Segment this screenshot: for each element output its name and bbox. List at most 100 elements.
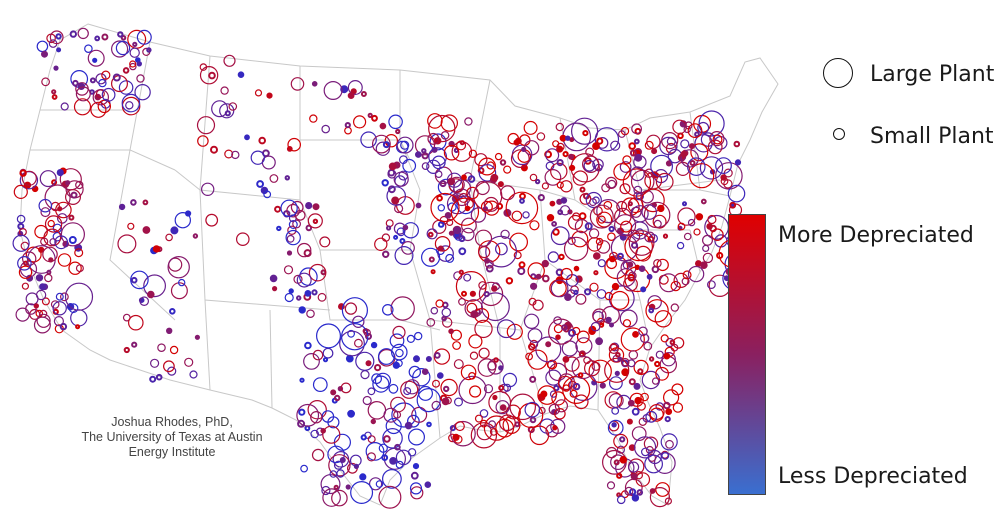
- plant-marker: [56, 169, 64, 177]
- plant-marker: [41, 297, 50, 306]
- plant-marker: [415, 151, 422, 158]
- plant-marker: [662, 389, 680, 406]
- plant-marker: [110, 40, 129, 58]
- plant-marker: [680, 150, 688, 158]
- plant-marker: [299, 377, 305, 383]
- plant-marker: [672, 337, 685, 349]
- plant-marker: [661, 132, 679, 150]
- plant-marker: [654, 360, 661, 368]
- plant-marker: [454, 397, 464, 407]
- plant-marker: [572, 170, 589, 186]
- plant-marker: [552, 425, 558, 431]
- plant-marker: [529, 416, 537, 424]
- plant-marker: [527, 328, 543, 344]
- plant-marker: [733, 140, 741, 148]
- plant-marker: [421, 162, 430, 171]
- plant-marker: [384, 133, 398, 148]
- plant-marker: [53, 316, 65, 327]
- plant-marker: [619, 456, 628, 464]
- plant-marker: [372, 134, 391, 154]
- plant-marker: [500, 185, 516, 201]
- plant-marker: [391, 402, 417, 428]
- plant-marker: [381, 454, 389, 462]
- plant-marker: [443, 385, 450, 393]
- plant-marker: [290, 77, 305, 91]
- plant-marker: [117, 31, 124, 38]
- plant-marker: [296, 295, 302, 301]
- plant-marker: [628, 350, 639, 360]
- plant-marker: [40, 207, 51, 218]
- plant-marker: [498, 384, 505, 391]
- plant-marker: [553, 384, 560, 392]
- plant-marker: [665, 408, 673, 416]
- plant-marker: [49, 30, 64, 45]
- legend-less-label: Less Depreciated: [778, 464, 968, 489]
- plant-marker: [12, 234, 30, 252]
- plant-marker: [513, 251, 522, 260]
- plant-marker: [370, 418, 376, 425]
- plant-marker: [553, 324, 563, 334]
- plant-marker: [433, 352, 441, 359]
- plant-marker: [609, 322, 614, 328]
- plant-marker: [484, 259, 494, 269]
- plant-marker: [437, 204, 445, 212]
- plant-marker: [681, 277, 690, 286]
- plant-marker: [355, 351, 375, 371]
- plant-marker: [128, 314, 144, 331]
- plant-marker: [312, 377, 328, 393]
- plant-marker: [495, 418, 515, 438]
- plant-marker: [317, 292, 327, 302]
- plant-marker: [495, 400, 510, 415]
- plant-marker: [567, 214, 583, 230]
- plant-marker: [431, 155, 446, 170]
- plant-marker: [254, 89, 263, 97]
- plant-marker: [199, 65, 219, 85]
- plant-marker: [394, 443, 401, 451]
- plant-marker: [476, 424, 493, 441]
- plant-marker: [321, 485, 331, 496]
- plant-marker: [592, 142, 600, 151]
- plant-marker: [644, 454, 663, 474]
- plant-marker: [321, 124, 331, 134]
- plant-marker: [660, 334, 669, 343]
- plant-marker: [637, 368, 644, 375]
- plant-marker: [613, 163, 631, 181]
- plant-marker: [223, 54, 236, 67]
- plant-marker: [597, 259, 606, 268]
- plant-marker: [127, 222, 135, 230]
- plant-marker: [185, 210, 192, 217]
- plant-marker: [310, 411, 323, 424]
- plant-marker: [715, 157, 732, 175]
- plant-marker: [68, 261, 82, 275]
- plant-marker: [478, 281, 504, 307]
- plant-marker: [590, 321, 601, 332]
- plant-marker: [388, 114, 403, 130]
- plant-marker: [687, 218, 696, 227]
- plant-marker: [136, 74, 145, 83]
- state-border: [399, 139, 421, 251]
- plant-marker: [616, 495, 626, 505]
- plant-marker: [371, 114, 378, 122]
- plant-marker: [529, 173, 538, 182]
- plant-marker: [492, 394, 498, 401]
- plant-marker: [101, 87, 116, 102]
- plant-marker: [56, 47, 62, 53]
- plant-marker: [656, 258, 669, 272]
- plant-marker: [87, 49, 105, 67]
- plant-marker: [403, 387, 412, 396]
- plant-marker: [299, 267, 318, 286]
- plant-marker: [568, 328, 576, 337]
- plant-marker: [266, 92, 273, 99]
- plant-marker: [49, 238, 57, 246]
- plant-marker: [136, 29, 152, 45]
- plant-marker: [288, 288, 294, 294]
- plant-marker: [41, 50, 48, 58]
- plant-marker: [649, 487, 671, 508]
- plant-marker: [319, 236, 331, 248]
- plant-marker: [567, 380, 578, 390]
- plant-marker: [630, 169, 655, 194]
- plant-marker: [604, 357, 630, 383]
- plant-marker: [134, 83, 151, 101]
- plant-marker: [117, 234, 137, 254]
- plant-marker: [712, 134, 723, 145]
